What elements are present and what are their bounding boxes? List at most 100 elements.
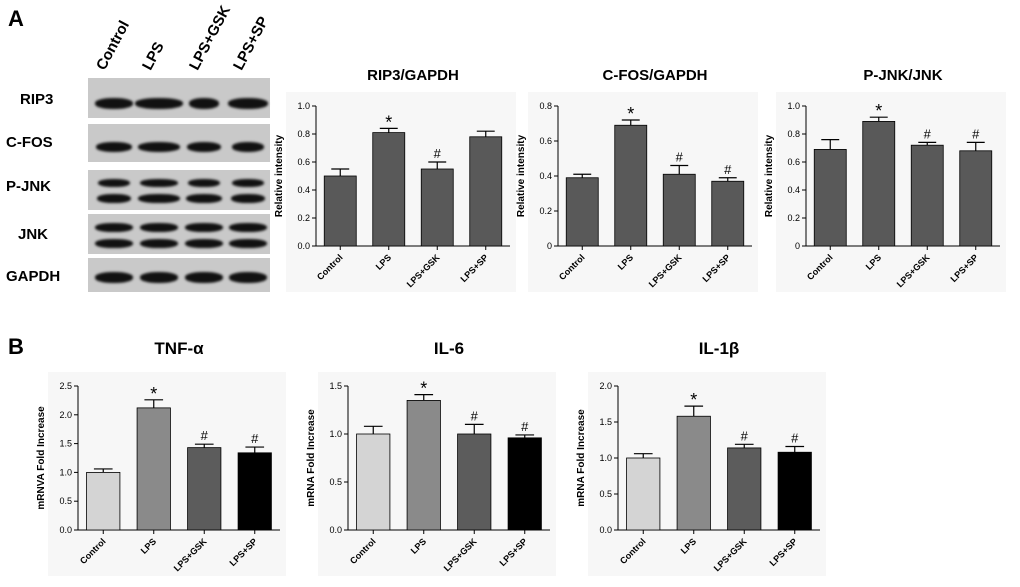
blot-strip-5 [88,258,270,292]
blot-band [186,142,222,152]
lane-label-control: Control [92,17,134,73]
bar-lps [136,407,171,531]
bar-lps [406,400,441,531]
y-tick-label: 2.0 [599,381,612,391]
blot-band [95,223,133,232]
y-tick-label: 0.6 [787,157,800,167]
y-tick-label: 0.2 [297,213,310,223]
bar-lps-sp [469,136,503,247]
y-tick-label: 1.0 [59,467,72,477]
significance-mark: * [150,384,157,404]
blot-strip-3 [88,170,270,210]
y-axis-label: mRNA Fold Increase [576,409,587,507]
y-tick-label: 1.0 [599,453,612,463]
bar-lps-gsk [662,173,696,247]
y-tick-label: 1.0 [787,101,800,111]
bar-lps-sp [959,150,993,247]
blot-band [229,272,267,283]
significance-mark: * [690,390,697,410]
bar-lps-gsk [187,447,222,531]
blot-band [95,272,133,283]
bar-lps [862,121,896,247]
bar-control [356,433,391,531]
chart-title: IL-1β [699,339,740,358]
bar-lps-sp [237,452,272,531]
chart-title: P-JNK/JNK [863,67,942,84]
significance-mark: # [201,428,209,443]
protein-label-gapdh: GAPDH [6,268,61,285]
significance-mark: * [627,104,634,124]
significance-mark: # [724,162,732,177]
y-tick-label: 0.6 [297,157,310,167]
y-tick-label: 0.5 [59,496,72,506]
significance-mark: # [791,430,799,445]
blot-band [95,142,133,152]
significance-mark: # [972,126,980,141]
bar-control [626,457,661,531]
blot-band [140,272,178,283]
blot-strip-4 [88,214,270,254]
y-tick-label: 1.5 [329,381,342,391]
blot-strip-2 [88,124,270,162]
chart-tnf-alpha: TNF-α mRNVA Fold Increase 0.0 0.5 1.0 1.5 2.0 2… [36,339,286,576]
bar-lps-sp [507,437,542,531]
blot-band [140,223,178,232]
panel-label-b: B [8,334,24,359]
bar-control [323,175,357,247]
y-tick-label: 1.5 [599,417,612,427]
blot-band [185,223,223,232]
chart-title: C-FOS/GAPDH [603,67,708,84]
y-tick-label: 2.0 [59,410,72,420]
bar-lps [372,132,406,247]
blot-band [96,194,132,203]
chart-title: TNF-α [154,339,204,358]
significance-mark: # [251,431,259,446]
y-tick-label: 0.4 [297,185,310,195]
bar-control [565,177,599,247]
y-tick-label: 1.0 [297,101,310,111]
blot-band [188,98,220,109]
panel-label-a: A [8,6,24,31]
chart-rip3-gapdh: RIP3/GAPDH Relative intensity 0.0 0.2 0.4 0.6… [274,67,516,292]
bar-lps-sp [777,451,812,531]
blot-strip-1 [88,78,270,118]
western-blot-panel: Control LPS LPS+GSK LPS+SP RIP3 C-FOS P-… [0,0,290,300]
significance-mark: # [741,428,749,443]
bar-lps-gsk [457,433,492,531]
bar-lps-gsk [420,168,454,247]
lane-label-lps-sp: LPS+SP [229,13,273,73]
bar-control [86,471,121,531]
y-tick-label: 0 [547,241,552,251]
protein-label-cfos: C-FOS [6,134,53,151]
y-tick-label: 0.2 [539,206,552,216]
y-tick-label: 0.0 [329,525,342,535]
blot-band [229,239,267,248]
blot-band [135,98,183,109]
y-tick-label: 0.0 [297,241,310,251]
significance-mark: # [521,419,529,434]
y-axis-label: mRNA Fold Increase [306,409,317,507]
bar-lps-gsk [727,447,762,531]
blot-band [229,223,267,232]
bar-lps-sp [711,180,745,247]
bar-lps [614,124,648,247]
y-tick-label: 0.4 [539,171,552,181]
y-axis-label: Relative intensity [516,134,527,217]
chart-title: IL-6 [434,339,464,358]
blot-band [140,239,178,248]
y-tick-label: 0.4 [787,185,800,195]
blot-band [230,194,266,203]
significance-mark: # [471,408,479,423]
protein-label-rip3: RIP3 [20,91,54,108]
y-tick-label: 0.8 [297,129,310,139]
blot-band [140,179,178,187]
significance-mark: * [420,379,427,399]
blot-band [185,239,223,248]
bar-control [813,149,847,247]
blot-band [97,179,131,187]
y-tick-label: 1.0 [329,429,342,439]
protein-label-jnk: JNK [18,226,49,243]
significance-mark: * [385,112,392,132]
y-tick-label: 0.0 [599,525,612,535]
y-tick-label: 0.5 [599,489,612,499]
